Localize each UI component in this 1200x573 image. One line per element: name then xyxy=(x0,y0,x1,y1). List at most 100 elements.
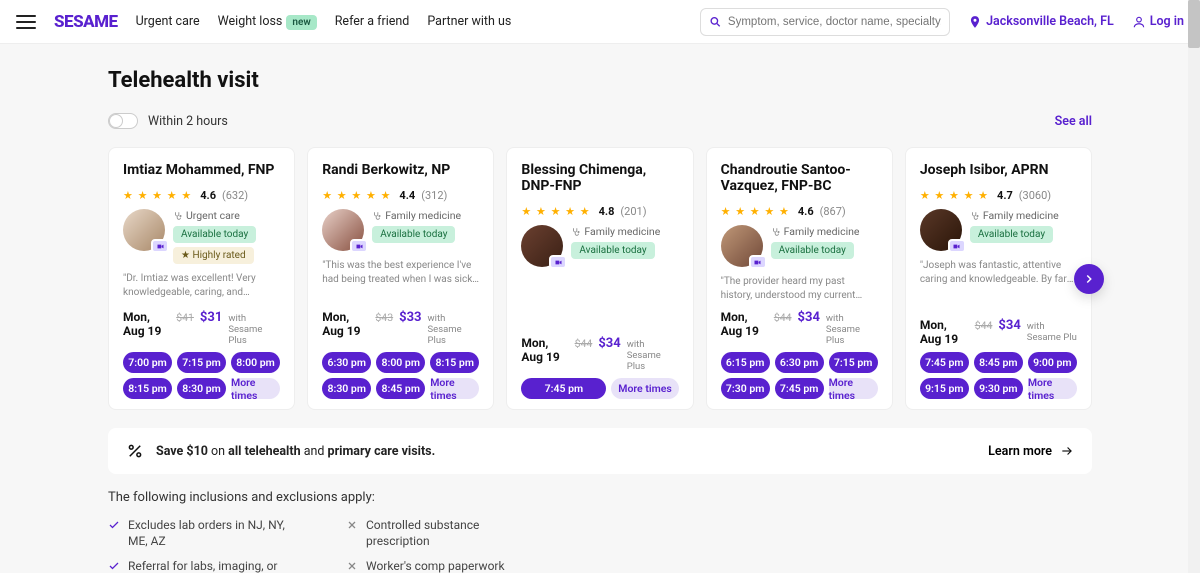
price: $34 xyxy=(998,318,1020,333)
more-times-button[interactable]: More times xyxy=(231,378,280,399)
availability-badge: Available today xyxy=(771,242,854,259)
specialty: Family medicine xyxy=(372,209,461,222)
specialty: Family medicine xyxy=(970,209,1059,222)
within-2-hours-toggle[interactable] xyxy=(108,113,138,129)
availability-badge: Available today xyxy=(970,226,1053,243)
promo-banner: Save $10 on all telehealth and primary c… xyxy=(108,428,1092,474)
price-note: with Sesame Plus xyxy=(826,313,878,346)
stars-icon: ★ ★ ★ ★ ★ xyxy=(521,205,590,218)
learn-more-button[interactable]: Learn more xyxy=(988,444,1074,459)
search-input[interactable] xyxy=(728,16,941,28)
nav-partner[interactable]: Partner with us xyxy=(427,14,511,29)
time-slot[interactable]: 9:00 pm xyxy=(1028,352,1077,373)
time-slot[interactable]: 8:00 pm xyxy=(376,352,425,373)
time-slot[interactable]: 7:15 pm xyxy=(177,352,226,373)
time-slot[interactable]: 8:45 pm xyxy=(376,378,425,399)
search-icon xyxy=(709,15,722,29)
review-text: "This was the best experience I've had b… xyxy=(322,259,479,286)
review-text: "Dr. Imtiaz was excellent! Very knowledg… xyxy=(123,272,280,299)
provider-name: Chandroutie Santoo-Vazquez, FNP-BC xyxy=(721,162,878,194)
availability-badge: Available today xyxy=(372,226,455,243)
rating: ★ ★ ★ ★ ★ 4.8 (201) xyxy=(521,200,678,219)
nav-urgent-care[interactable]: Urgent care xyxy=(136,14,200,29)
time-slot[interactable]: 8:15 pm xyxy=(123,378,172,399)
logo[interactable]: SESAME xyxy=(54,12,118,32)
stars-icon: ★ ★ ★ ★ ★ xyxy=(920,189,989,202)
original-price: $44 xyxy=(575,337,593,350)
time-slot[interactable]: 8:15 pm xyxy=(430,352,479,373)
scroll-right-button[interactable] xyxy=(1074,264,1104,294)
appointment-date: Mon, Aug 19 xyxy=(721,310,768,338)
vertical-scrollbar[interactable] xyxy=(1188,0,1200,573)
time-slot[interactable]: 7:30 pm xyxy=(721,378,770,399)
filter-label: Within 2 hours xyxy=(148,114,228,129)
provider-list: Imtiaz Mohammed, FNP ★ ★ ★ ★ ★ 4.6 (632)… xyxy=(108,147,1092,410)
time-slot[interactable]: 8:30 pm xyxy=(177,378,226,399)
new-pill: new xyxy=(286,15,316,30)
more-times-button[interactable]: More times xyxy=(611,378,678,399)
video-chip-icon xyxy=(350,239,368,253)
time-slot[interactable]: 6:30 pm xyxy=(775,352,824,373)
provider-card[interactable]: Imtiaz Mohammed, FNP ★ ★ ★ ★ ★ 4.6 (632)… xyxy=(108,147,295,410)
provider-name: Blessing Chimenga, DNP-FNP xyxy=(521,162,678,194)
price: $31 xyxy=(200,310,222,325)
price: $34 xyxy=(798,310,820,325)
time-slot[interactable]: 8:45 pm xyxy=(974,352,1023,373)
user-icon xyxy=(1132,15,1146,29)
time-slot[interactable]: 8:30 pm xyxy=(322,378,371,399)
time-slot[interactable]: 7:45 pm xyxy=(920,352,969,373)
chevron-right-icon xyxy=(1082,272,1096,286)
time-slot[interactable]: 7:45 pm xyxy=(521,378,606,399)
time-slot[interactable]: 9:15 pm xyxy=(920,378,969,399)
nav-weight-loss[interactable]: Weight lossnew xyxy=(218,14,317,29)
appointment-date: Mon, Aug 19 xyxy=(521,336,568,364)
time-slot[interactable]: 7:45 pm xyxy=(775,378,824,399)
price-note: with Sesame Plus xyxy=(627,339,679,372)
availability-badge: Available today xyxy=(571,242,654,259)
see-all-link[interactable]: See all xyxy=(1055,114,1092,129)
time-slot[interactable]: 9:30 pm xyxy=(974,378,1023,399)
page-title: Telehealth visit xyxy=(108,68,1092,93)
time-slot[interactable]: 7:15 pm xyxy=(829,352,878,373)
location-icon xyxy=(968,15,982,29)
provider-name: Joseph Isibor, APRN xyxy=(920,162,1077,178)
video-chip-icon xyxy=(749,255,767,269)
appointment-date: Mon, Aug 19 xyxy=(322,310,369,338)
original-price: $43 xyxy=(375,311,393,324)
provider-card[interactable]: Randi Berkowitz, NP ★ ★ ★ ★ ★ 4.4 (312) … xyxy=(307,147,494,410)
provider-card[interactable]: Chandroutie Santoo-Vazquez, FNP-BC ★ ★ ★… xyxy=(706,147,893,410)
availability-badge: Available today xyxy=(173,226,256,243)
more-times-button[interactable]: More times xyxy=(430,378,479,399)
more-times-button[interactable]: More times xyxy=(829,378,878,399)
login-button[interactable]: Log in xyxy=(1132,14,1184,29)
provider-card[interactable]: Blessing Chimenga, DNP-FNP ★ ★ ★ ★ ★ 4.8… xyxy=(506,147,693,410)
review-text: "The provider heard my past history, und… xyxy=(721,275,878,302)
highly-rated-badge: ★ Highly rated xyxy=(173,247,254,264)
exclusion-item: Controlled substance prescription xyxy=(346,517,536,549)
menu-icon[interactable] xyxy=(16,15,36,29)
video-chip-icon xyxy=(549,255,567,269)
provider-card[interactable]: Joseph Isibor, APRN ★ ★ ★ ★ ★ 4.7 (3060)… xyxy=(905,147,1092,410)
price: $33 xyxy=(399,310,421,325)
stars-icon: ★ ★ ★ ★ ★ xyxy=(721,205,790,218)
time-slot[interactable]: 6:30 pm xyxy=(322,352,371,373)
rating: ★ ★ ★ ★ ★ 4.6 (632) xyxy=(123,184,280,203)
stars-icon: ★ ★ ★ ★ ★ xyxy=(123,189,192,202)
location-button[interactable]: Jacksonville Beach, FL xyxy=(968,14,1114,29)
search-box[interactable] xyxy=(700,8,950,36)
inclusions-section: The following inclusions and exclusions … xyxy=(108,490,1092,573)
time-slot[interactable]: 8:00 pm xyxy=(231,352,280,373)
specialty: Family medicine xyxy=(771,225,860,238)
specialty: Urgent care xyxy=(173,209,256,222)
time-slot[interactable]: 7:00 pm xyxy=(123,352,172,373)
appointment-date: Mon, Aug 19 xyxy=(920,318,969,346)
nav-refer[interactable]: Refer a friend xyxy=(335,14,410,29)
rating: ★ ★ ★ ★ ★ 4.7 (3060) xyxy=(920,184,1077,203)
original-price: $41 xyxy=(176,311,194,324)
promo-text: Save $10 on all telehealth and primary c… xyxy=(156,444,435,459)
review-text: "Joseph was fantastic, attentive caring … xyxy=(920,259,1077,286)
arrow-right-icon xyxy=(1060,444,1074,458)
more-times-button[interactable]: More times xyxy=(1028,378,1077,399)
inclusions-title: The following inclusions and exclusions … xyxy=(108,490,1092,505)
time-slot[interactable]: 6:15 pm xyxy=(721,352,770,373)
